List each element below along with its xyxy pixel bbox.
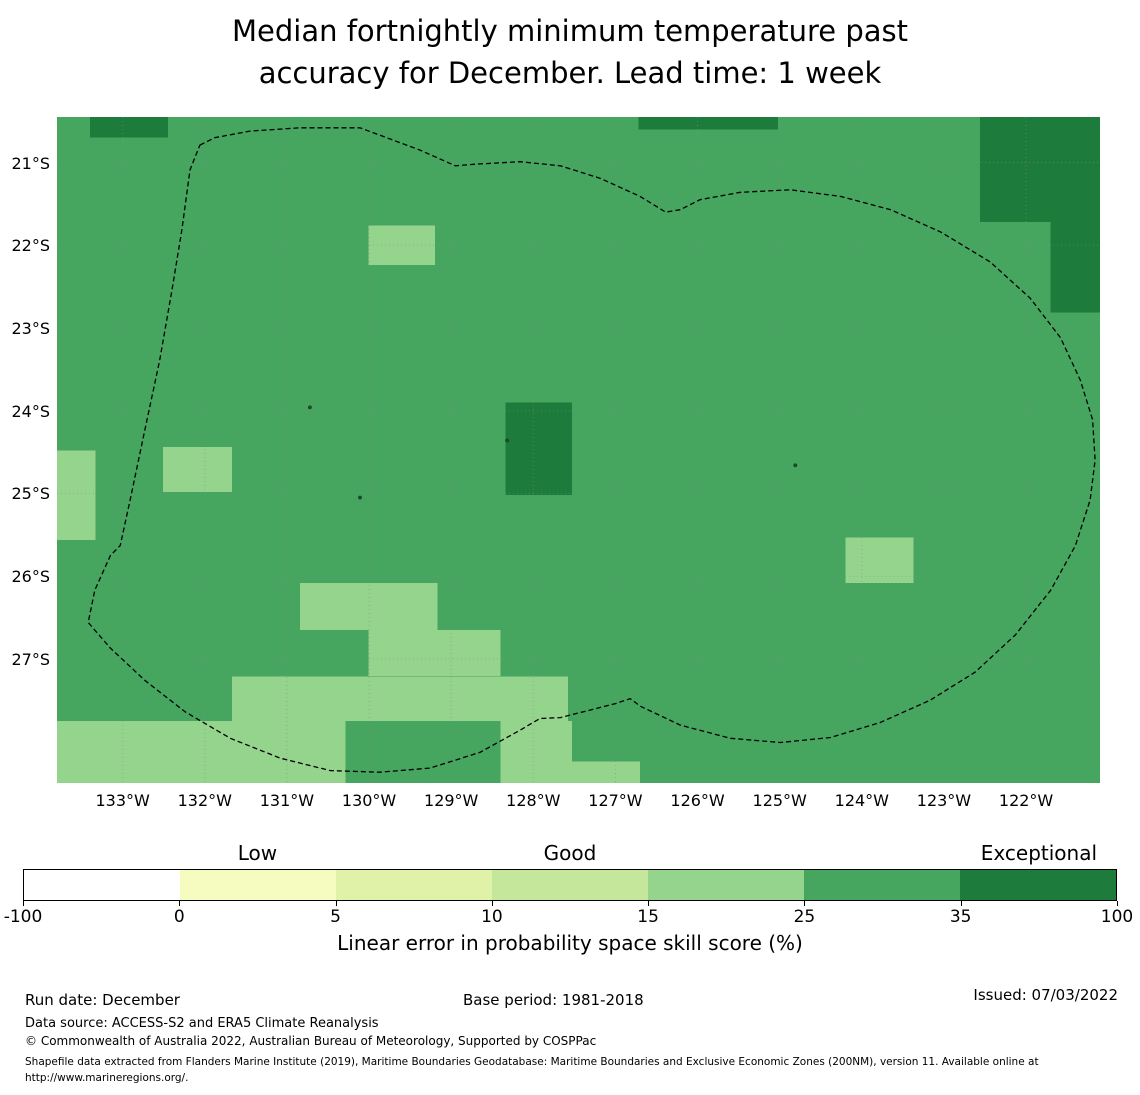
skill-cell	[571, 761, 641, 783]
colorbar-tick	[335, 901, 337, 906]
skill-cell	[89, 117, 168, 138]
skill-cell	[500, 721, 572, 783]
colorbar-tick	[23, 901, 24, 906]
island-marker	[505, 438, 510, 443]
colorbar-tick-label: 5	[330, 907, 341, 927]
lat-tick-label: 25°S	[11, 484, 50, 504]
chart-title: Median fortnightly minimum temperature p…	[232, 14, 908, 91]
skill-cell	[57, 450, 96, 540]
skill-cell	[980, 117, 1100, 223]
colorbar-axis-label: Linear error in probability space skill …	[337, 931, 803, 955]
colorbar-segment	[336, 870, 492, 900]
shapefile-note-text: Shapefile data extracted from Flanders M…	[25, 1056, 1039, 1084]
lon-tick-label: 124°W	[834, 791, 889, 810]
colorbar-tick-label: 10	[481, 907, 503, 927]
lat-tick-label: 26°S	[11, 567, 50, 587]
skill-cell	[162, 447, 232, 492]
lon-tick-label: 127°W	[588, 791, 643, 810]
colorbar-tick	[648, 901, 650, 906]
colorbar-segment	[648, 870, 804, 900]
eez-boundary	[87, 127, 1096, 773]
skill-cell	[231, 676, 568, 721]
lon-tick-label: 123°W	[916, 791, 972, 810]
colorbar-tick-label: -100	[3, 907, 43, 927]
lon-tick-label: 131°W	[259, 791, 315, 810]
skill-cell	[300, 582, 438, 630]
colorbar-segment	[960, 870, 1116, 900]
colorbar-segment	[180, 870, 336, 900]
colorbar-tick	[960, 901, 962, 906]
lon-tick-label: 133°W	[95, 791, 150, 810]
colorbar-tick-label: 100	[1100, 907, 1134, 927]
lon-tick-label: 128°W	[506, 791, 561, 810]
skill-map	[57, 117, 1100, 783]
lat-tick-label: 24°S	[11, 401, 50, 421]
skill-cell	[57, 721, 346, 783]
lat-tick-label: 22°S	[11, 236, 50, 256]
colorbar-category-label: Exceptional	[980, 841, 1098, 865]
colorbar-tick-label: 15	[637, 907, 659, 927]
colorbar-tick-label: 25	[793, 907, 816, 927]
lon-tick-label: 129°W	[424, 791, 479, 810]
colorbar	[23, 869, 1117, 901]
map-area	[57, 117, 1100, 783]
colorbar-tick-label: 0	[173, 907, 185, 927]
colorbar-segment	[24, 870, 180, 900]
lat-tick-label: 21°S	[11, 153, 50, 173]
run-date-text: Run date: December	[25, 991, 180, 1009]
lat-tick-label: 23°S	[11, 318, 50, 338]
skill-cell	[505, 402, 572, 496]
lon-tick-label: 132°W	[177, 791, 232, 810]
island-marker	[358, 495, 362, 500]
colorbar-tick	[1117, 901, 1118, 906]
data-source-text: Data source: ACCESS-S2 and ERA5 Climate …	[25, 1016, 379, 1031]
colorbar-tick	[491, 901, 493, 906]
colorbar-segment	[492, 870, 648, 900]
copyright-text: © Commonwealth of Australia 2022, Austra…	[25, 1034, 597, 1048]
colorbar-segment	[804, 870, 960, 900]
lon-tick-label: 125°W	[752, 791, 807, 810]
colorbar-tick	[179, 901, 181, 906]
lat-tick-label: 27°S	[11, 649, 50, 669]
colorbar-tick-label: 35	[949, 907, 972, 927]
island-marker	[793, 463, 798, 468]
colorbar-tick	[804, 901, 806, 906]
colorbar-category-label: Good	[543, 841, 597, 865]
skill-cell	[1050, 222, 1100, 313]
colorbar-category-label: Low	[237, 841, 278, 865]
skill-cell	[845, 537, 914, 583]
lon-tick-label: 126°W	[670, 791, 725, 810]
issued-date-text: Issued: 07/03/2022	[973, 986, 1118, 1004]
skill-cell	[368, 629, 501, 677]
lon-tick-label: 130°W	[341, 791, 397, 810]
island-marker	[307, 405, 312, 410]
skill-cell	[638, 117, 779, 130]
base-period-text: Base period: 1981-2018	[463, 991, 644, 1009]
lon-tick-label: 122°W	[998, 791, 1054, 810]
